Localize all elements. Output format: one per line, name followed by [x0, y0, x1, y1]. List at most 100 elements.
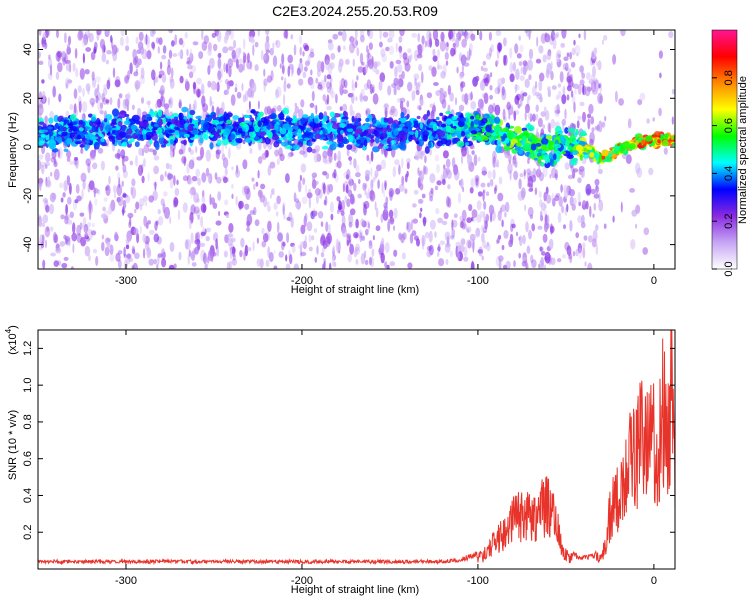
heatmap-cell — [588, 78, 595, 85]
heatmap-cell — [243, 114, 250, 119]
heatmap-cell — [111, 137, 116, 145]
heatmap-cell — [297, 132, 303, 138]
heatmap-cell — [290, 66, 294, 78]
heatmap-cell — [59, 124, 64, 132]
heatmap-cell — [426, 110, 431, 117]
heatmap-cell — [310, 112, 315, 121]
heatmap-cell — [641, 139, 646, 145]
heatmap-cell — [145, 201, 148, 207]
heatmap-cell — [283, 93, 286, 106]
heatmap-cell — [406, 100, 410, 108]
heatmap-cell — [189, 48, 192, 59]
heatmap-cell — [266, 105, 272, 115]
heatmap-cell — [82, 179, 86, 190]
heatmap-cell — [577, 177, 582, 184]
heatmap-cell — [115, 124, 120, 131]
heatmap-cell — [186, 60, 192, 65]
heatmap-cell — [267, 246, 271, 258]
heatmap-cell — [378, 80, 383, 91]
heatmap-cell — [421, 71, 424, 84]
heatmap-cell — [581, 216, 585, 228]
heatmap-cell — [84, 143, 89, 151]
heatmap-cell — [84, 245, 91, 257]
heatmap-cell — [551, 85, 557, 90]
heatmap-cell — [64, 32, 67, 44]
heatmap-cell — [467, 32, 471, 39]
heatmap-cell — [101, 92, 106, 103]
heatmap-cell — [42, 123, 47, 129]
heatmap-cell — [329, 144, 337, 151]
heatmap-cell — [531, 113, 536, 122]
heatmap-cell — [421, 193, 426, 199]
heatmap-cell — [224, 199, 229, 206]
heatmap-cell — [38, 121, 45, 125]
heatmap-cell — [404, 173, 408, 183]
heatmap-cell — [279, 63, 282, 69]
heatmap-cell — [122, 206, 125, 216]
heatmap-cell — [592, 229, 598, 242]
heatmap-cell — [573, 101, 576, 113]
heatmap-cell — [428, 230, 433, 243]
heatmap-cell — [200, 203, 207, 213]
heatmap-cell — [539, 210, 543, 217]
heatmap-cell — [322, 171, 328, 176]
heatmap-cell — [249, 35, 254, 42]
heatmap-cell — [234, 87, 238, 93]
heatmap-cell — [435, 116, 440, 121]
heatmap-cell — [285, 254, 288, 262]
heatmap-cell — [124, 98, 130, 107]
heatmap-cell — [393, 128, 399, 136]
x-tick-label: -300 — [115, 575, 137, 587]
heatmap-cell — [117, 172, 121, 180]
heatmap-cell — [546, 50, 552, 61]
heatmap-cell — [39, 219, 41, 224]
heatmap-cell — [498, 42, 501, 54]
heatmap-cell — [114, 79, 121, 88]
heatmap-cell — [372, 235, 375, 241]
heatmap-cell — [309, 121, 314, 128]
heatmap-cell — [498, 255, 504, 262]
heatmap-cell — [573, 39, 576, 46]
heatmap-cell — [114, 231, 119, 241]
heatmap-cell — [79, 212, 85, 217]
heatmap-cell — [534, 80, 538, 89]
heatmap-cell — [450, 47, 456, 57]
heatmap-cell — [147, 99, 151, 109]
heatmap-cell — [74, 48, 78, 59]
heatmap-cell — [69, 182, 72, 195]
heatmap-cell — [179, 75, 184, 84]
heatmap-cell — [106, 79, 111, 90]
heatmap-cell — [390, 143, 399, 151]
heatmap-cell — [46, 226, 49, 232]
heatmap-cell — [269, 193, 272, 199]
heatmap-cell — [244, 244, 249, 257]
heatmap-cell — [314, 188, 321, 196]
heatmap-cell — [557, 83, 562, 88]
heatmap-cell — [196, 231, 200, 242]
heatmap-cell — [612, 54, 617, 65]
heatmap-cell — [385, 46, 390, 52]
heatmap-cell — [490, 132, 498, 136]
heatmap-cell — [466, 239, 472, 249]
heatmap-cell — [530, 143, 537, 151]
heatmap-cell — [56, 30, 59, 39]
heatmap-cell — [366, 79, 372, 89]
heatmap-cell — [160, 198, 165, 206]
heatmap-cell — [283, 80, 287, 93]
heatmap-cell — [410, 219, 413, 231]
heatmap-cell — [217, 70, 222, 81]
heatmap-cell — [451, 219, 454, 229]
heatmap-cell — [54, 233, 58, 244]
heatmap-cell — [587, 113, 592, 119]
heatmap-cell — [598, 154, 602, 163]
heatmap-cell — [440, 138, 448, 145]
heatmap-cell — [329, 133, 333, 140]
heatmap-cell — [214, 172, 218, 180]
heatmap-cell — [227, 237, 233, 247]
heatmap-cell — [306, 192, 313, 199]
heatmap-cell — [302, 240, 307, 250]
heatmap-cell — [205, 149, 211, 162]
heatmap-cell — [181, 106, 189, 113]
heatmap-cell — [631, 209, 638, 217]
heatmap-cell — [475, 232, 480, 238]
